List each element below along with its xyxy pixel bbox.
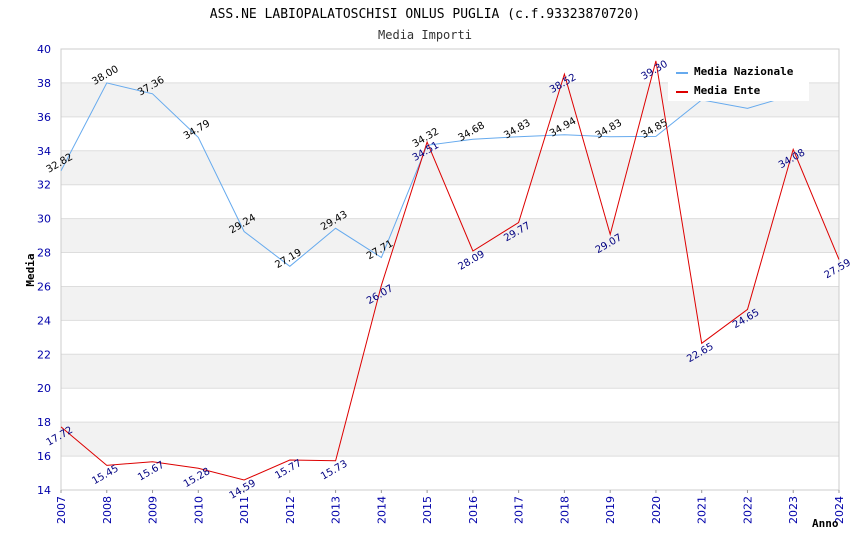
plot-area: [60, 48, 840, 491]
data-label: 27.59: [823, 257, 850, 281]
y-axis-ticks: 14 16 18 20 22 24 26 28 30 32 34 36 38 40: [37, 43, 51, 497]
y-tick-label: 16: [37, 450, 51, 463]
background-band: [61, 422, 839, 457]
x-axis-label: Anno: [812, 517, 839, 530]
x-tick-label: 2012: [284, 496, 297, 524]
x-tick-label: 2024: [833, 496, 846, 524]
x-tick-label: 2022: [741, 496, 754, 524]
y-tick-label: 26: [37, 280, 51, 293]
x-tick-label: 2007: [55, 496, 68, 524]
y-tick-label: 30: [37, 213, 51, 226]
data-label: 34.79: [182, 118, 212, 142]
y-tick-label: 28: [37, 247, 51, 260]
data-label: 15.77: [273, 458, 303, 482]
data-label: 15.67: [136, 460, 166, 484]
y-tick-label: 34: [37, 145, 51, 158]
x-tick-label: 2016: [467, 496, 480, 524]
x-tick-label: 2021: [696, 496, 709, 524]
x-tick-label: 2015: [421, 496, 434, 524]
x-axis-ticks: 2007 2008 2009 2010 2011 2012 2013 2014 2015 2016…: [55, 490, 846, 524]
x-tick-label: 2017: [513, 496, 526, 524]
y-tick-label: 18: [37, 416, 51, 429]
data-label: 15.28: [182, 466, 212, 490]
y-tick-label: 40: [37, 43, 51, 56]
y-tick-label: 22: [37, 348, 51, 361]
x-tick-label: 2013: [330, 496, 343, 524]
x-tick-label: 2008: [101, 496, 114, 524]
legend-label-media-nazionale: Media Nazionale: [694, 65, 794, 78]
data-label: 34.85: [640, 117, 670, 141]
chart-title: ASS.NE LABIOPALATOSCHISI ONLUS PUGLIA (c…: [210, 7, 640, 22]
y-tick-label: 14: [37, 484, 51, 497]
series-layer: [60, 60, 840, 481]
series-line-media-ente: [60, 60, 840, 481]
data-label: 34.68: [456, 120, 486, 144]
x-tick-label: 2018: [558, 496, 571, 524]
y-tick-label: 32: [37, 179, 51, 192]
legend: Media Nazionale Media Ente: [668, 58, 809, 101]
data-label: 34.83: [594, 118, 624, 142]
legend-label-media-ente: Media Ente: [694, 84, 761, 97]
y-tick-label: 36: [37, 111, 51, 124]
x-tick-label: 2014: [375, 496, 388, 524]
y-tick-label: 38: [37, 77, 51, 90]
chart-subtitle: Media Importi: [378, 28, 472, 42]
x-tick-label: 2009: [147, 496, 160, 524]
background-band: [61, 354, 839, 389]
data-label: 15.45: [90, 463, 120, 487]
x-tick-label: 2019: [604, 496, 617, 524]
y-axis-label: Media: [24, 253, 37, 286]
y-tick-label: 24: [37, 314, 51, 327]
data-label: 15.73: [319, 459, 349, 483]
data-label: 34.94: [548, 116, 578, 140]
x-tick-label: 2011: [238, 496, 251, 524]
background-band: [61, 218, 839, 253]
x-tick-label: 2010: [192, 496, 205, 524]
data-label: 39.30: [640, 59, 670, 83]
y-tick-label: 20: [37, 382, 51, 395]
background-band: [61, 286, 839, 321]
series-line-media-nazionale: [60, 82, 794, 267]
background-band: [61, 150, 839, 185]
x-tick-label: 2020: [650, 496, 663, 524]
data-label: 34.83: [502, 118, 532, 142]
plot-background-bands: [61, 82, 839, 457]
x-tick-label: 2023: [787, 496, 800, 524]
legend-box: [668, 58, 809, 101]
